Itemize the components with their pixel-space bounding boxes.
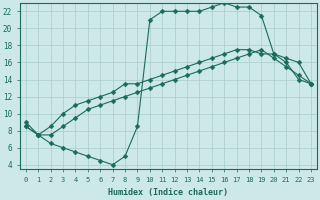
X-axis label: Humidex (Indice chaleur): Humidex (Indice chaleur) xyxy=(108,188,228,197)
